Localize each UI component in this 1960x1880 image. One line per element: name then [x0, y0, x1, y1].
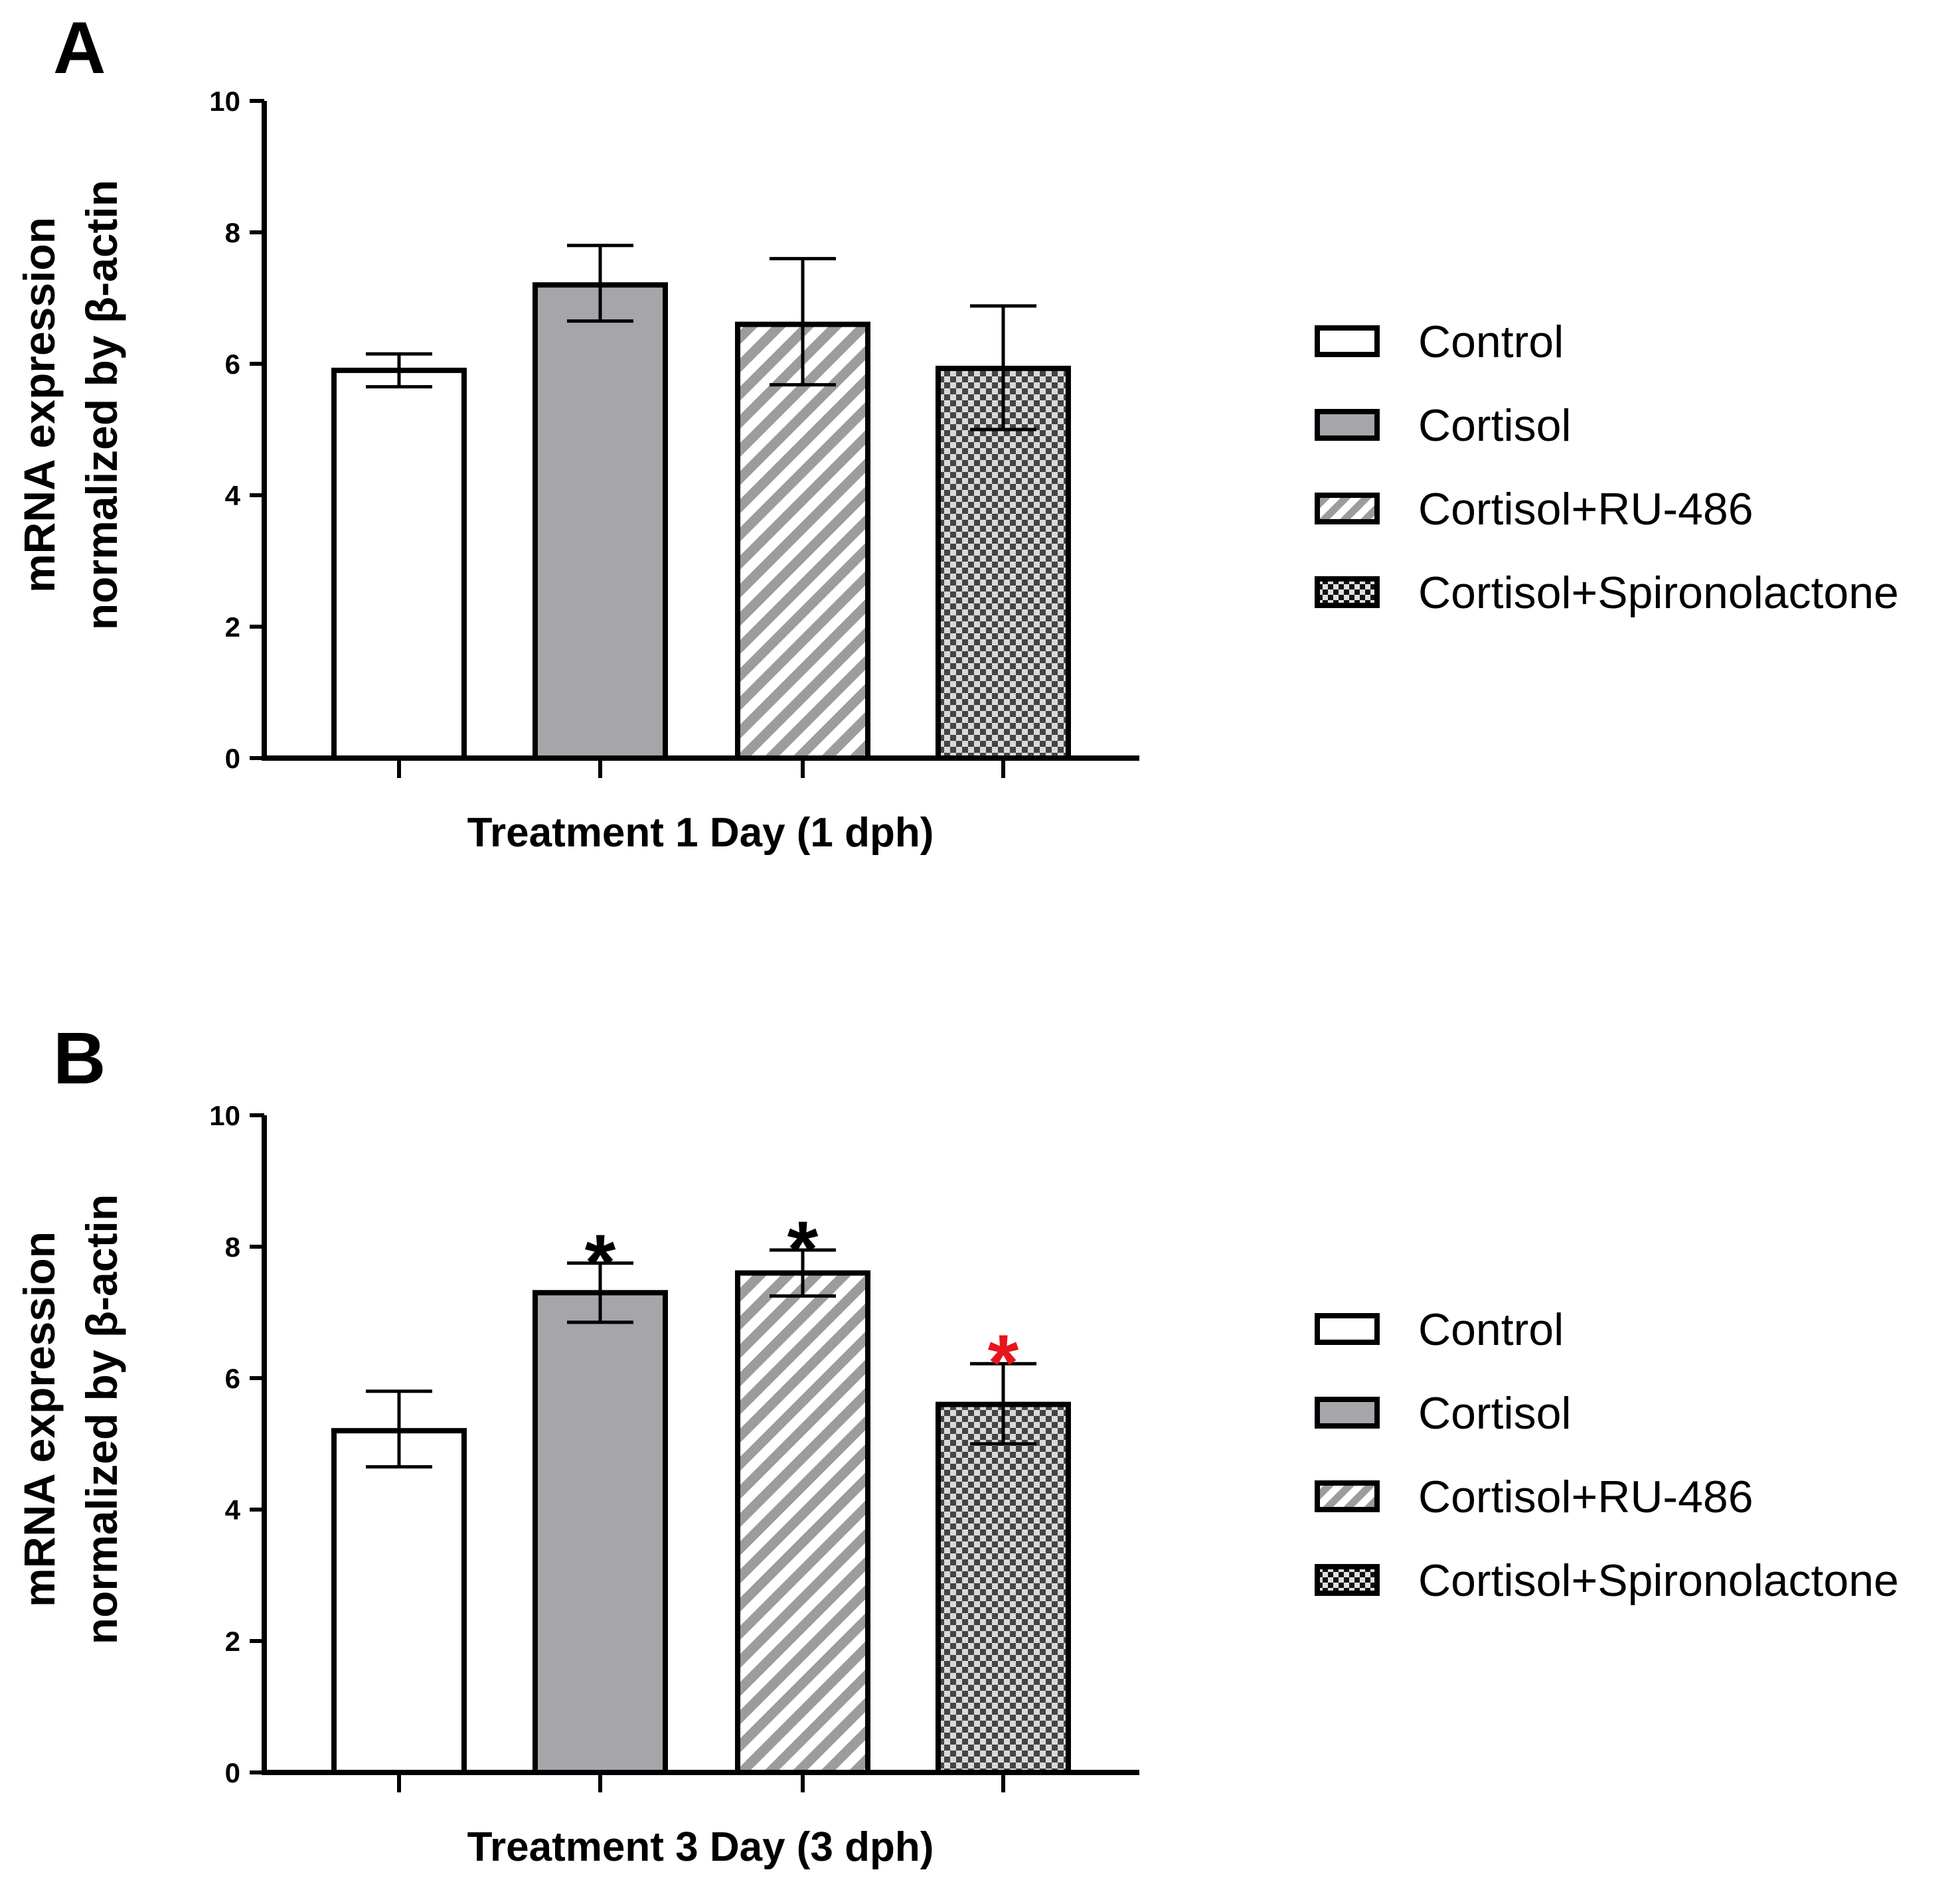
y-tick-label: 4 — [225, 480, 241, 511]
error-bar-control — [366, 352, 432, 389]
legend-swatch-cortisol-spironolactone — [1315, 576, 1380, 608]
error-bars — [366, 244, 1036, 431]
legend-swatch-cortisol-ru486 — [1315, 1480, 1380, 1512]
legend-label-control: Control — [1418, 1304, 1564, 1355]
y-tick-label: 6 — [225, 349, 240, 380]
legend-swatch-cortisol — [1315, 1397, 1380, 1429]
legend: Control Cortisol Cortisol+RU-486 Cortiso… — [1315, 317, 1899, 618]
y-ticks: 0 2 4 6 8 10 — [209, 86, 264, 774]
bars — [331, 282, 1071, 761]
y-ticks: 0 2 4 6 8 10 — [209, 1100, 264, 1788]
legend-label-cortisol: Cortisol — [1418, 400, 1572, 451]
error-bar-cortisol — [567, 244, 633, 323]
y-tick-label: 0 — [225, 1757, 240, 1788]
bar-cortisol-spironolactone — [936, 1401, 1071, 1776]
panel-label-a: A — [53, 7, 106, 89]
error-bar-cortisol-spironolactone — [970, 1362, 1036, 1446]
bar-control — [331, 1428, 467, 1775]
panel-label-b: B — [53, 1018, 106, 1099]
x-axis-label: Treatment 1 Day (1 dph) — [467, 810, 934, 856]
panel-a: A mRNA expression normalized by β-actin … — [15, 7, 1899, 856]
y-tick-label: 10 — [209, 86, 240, 117]
bar-cortisol — [532, 1290, 668, 1776]
y-tick-label: 10 — [209, 1100, 240, 1131]
significance-star-cortisol-ru-486: * — [787, 1205, 819, 1294]
legend-label-cortisol-spironolactone: Cortisol+Spironolactone — [1418, 1555, 1899, 1606]
bars — [331, 1270, 1071, 1776]
significance-markers: * * * — [585, 1205, 1019, 1407]
bar-cortisol — [532, 282, 668, 761]
significance-star-cortisol-spironolactone: * — [988, 1318, 1019, 1407]
y-tick-label: 0 — [225, 743, 240, 774]
x-ticks — [397, 1772, 1005, 1792]
error-bar-control — [366, 1389, 432, 1469]
bar-control — [331, 367, 467, 761]
legend-label-cortisol-ru486: Cortisol+RU-486 — [1418, 1472, 1754, 1522]
legend-label-cortisol-ru486: Cortisol+RU-486 — [1418, 484, 1754, 534]
legend-swatch-control — [1315, 1313, 1380, 1345]
y-tick-label: 2 — [225, 611, 240, 643]
legend-label-control: Control — [1418, 317, 1564, 367]
x-axis-label: Treatment 3 Day (3 dph) — [467, 1824, 934, 1870]
y-tick-label: 2 — [225, 1626, 240, 1657]
significance-star-cortisol: * — [585, 1218, 616, 1307]
y-axis-label-line1: mRNA expression — [15, 1231, 64, 1607]
y-tick-label: 8 — [225, 1231, 240, 1263]
legend-swatch-control — [1315, 325, 1380, 357]
legend-swatch-cortisol-spironolactone — [1315, 1564, 1380, 1596]
y-axis-label-line1: mRNA expression — [15, 217, 64, 593]
y-tick-label: 4 — [225, 1494, 241, 1526]
bar-cortisol-ru-486 — [735, 1270, 870, 1775]
legend: Control Cortisol Cortisol+RU-486 Cortiso… — [1315, 1304, 1899, 1606]
y-tick-label: 8 — [225, 217, 240, 248]
error-bar-cortisol-ru-486 — [770, 1248, 836, 1298]
x-ticks — [397, 758, 1005, 778]
y-tick-label: 6 — [225, 1363, 240, 1394]
error-bars — [366, 1248, 1036, 1469]
y-axis-label-line2: normalized by β-actin — [77, 1194, 126, 1644]
legend-label-cortisol: Cortisol — [1418, 1388, 1572, 1439]
y-axis-label-line2: normalized by β-actin — [77, 180, 126, 630]
legend-swatch-cortisol-ru486 — [1315, 493, 1380, 524]
bar-cortisol-ru-486 — [735, 321, 870, 761]
legend-label-cortisol-spironolactone: Cortisol+Spironolactone — [1418, 568, 1899, 618]
error-bar-cortisol-ru-486 — [770, 257, 836, 387]
error-bar-cortisol — [567, 1261, 633, 1324]
error-bar-cortisol-spironolactone — [970, 304, 1036, 431]
panel-b: B mRNA expression normalized by β-actin … — [15, 1018, 1899, 1870]
legend-swatch-cortisol — [1315, 409, 1380, 441]
